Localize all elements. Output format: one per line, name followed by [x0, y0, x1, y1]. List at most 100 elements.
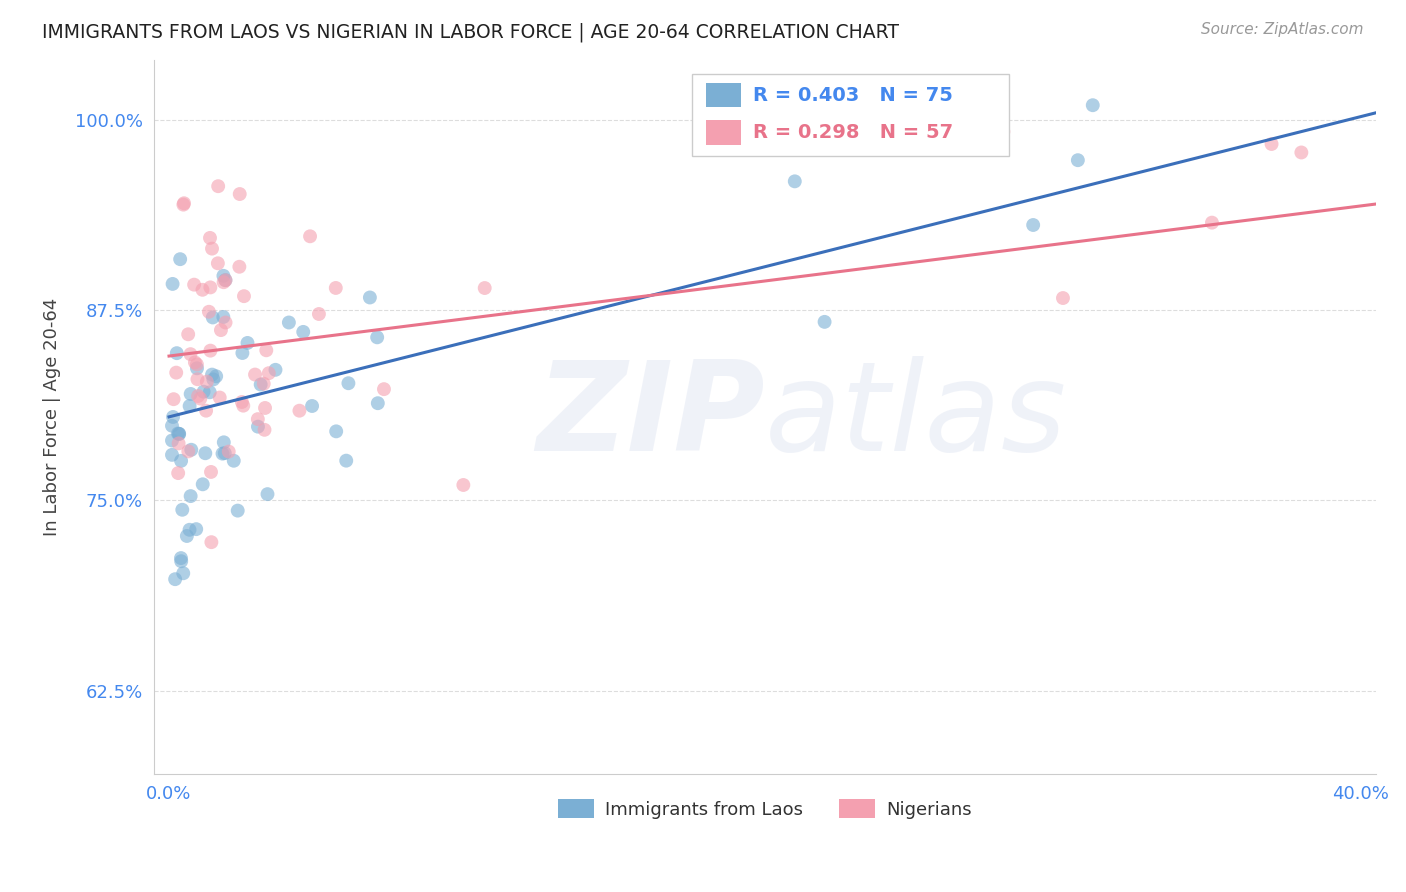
Point: [308, 307, 330, 321]
Point: [179, 523, 201, 537]
Point: [200, 535, 222, 549]
Point: [188, 392, 211, 406]
Point: [198, 231, 221, 245]
Point: [162, 277, 184, 291]
Point: [301, 399, 323, 413]
Point: [187, 389, 209, 403]
Point: [172, 197, 194, 211]
Point: [193, 384, 215, 399]
Point: [366, 330, 388, 344]
Point: [254, 343, 277, 358]
Point: [205, 369, 228, 384]
Point: [253, 376, 276, 391]
Point: [236, 335, 259, 350]
Point: [359, 290, 381, 304]
Point: [1067, 153, 1090, 168]
Point: [195, 403, 218, 417]
Point: [277, 316, 299, 330]
Point: [180, 387, 202, 401]
Point: [231, 395, 253, 409]
Point: [191, 283, 214, 297]
Point: [170, 454, 193, 468]
Point: [200, 280, 222, 294]
Point: [184, 355, 207, 369]
Point: [166, 346, 188, 360]
Point: [218, 444, 240, 458]
Text: ZIP: ZIP: [536, 357, 765, 477]
Point: [249, 377, 271, 392]
Point: [257, 366, 280, 380]
Point: [180, 442, 202, 457]
Point: [201, 242, 224, 256]
Point: [207, 179, 229, 194]
Point: [222, 454, 245, 468]
Point: [179, 347, 201, 361]
Point: [231, 346, 253, 360]
Point: [299, 229, 322, 244]
Point: [335, 453, 357, 467]
Point: [211, 447, 233, 461]
Point: [195, 375, 218, 389]
Point: [292, 325, 315, 339]
Y-axis label: In Labor Force | Age 20-64: In Labor Force | Age 20-64: [44, 298, 60, 536]
Point: [162, 392, 184, 407]
Point: [200, 465, 222, 479]
Point: [246, 412, 269, 426]
Point: [186, 372, 208, 386]
Point: [214, 316, 236, 330]
Point: [226, 503, 249, 517]
Point: [813, 315, 835, 329]
Text: R = 0.298   N = 57: R = 0.298 N = 57: [752, 123, 953, 142]
Point: [167, 426, 190, 441]
Point: [165, 572, 187, 586]
Point: [373, 382, 395, 396]
Point: [233, 289, 256, 303]
Point: [474, 281, 496, 295]
Point: [325, 425, 347, 439]
Text: Source: ZipAtlas.com: Source: ZipAtlas.com: [1201, 22, 1364, 37]
Point: [167, 436, 190, 450]
FancyBboxPatch shape: [706, 120, 741, 145]
Legend: Immigrants from Laos, Nigerians: Immigrants from Laos, Nigerians: [551, 792, 979, 826]
Point: [214, 273, 236, 287]
Point: [201, 368, 224, 382]
Point: [167, 426, 190, 441]
Point: [1260, 136, 1282, 151]
Point: [160, 418, 183, 433]
Point: [1201, 216, 1223, 230]
Point: [183, 277, 205, 292]
Point: [176, 529, 198, 543]
Point: [1081, 98, 1104, 112]
Point: [167, 466, 190, 480]
Point: [228, 187, 250, 202]
Point: [246, 419, 269, 434]
Point: [160, 434, 183, 448]
Point: [179, 399, 201, 413]
Point: [198, 305, 221, 319]
Point: [1022, 218, 1045, 232]
Point: [1291, 145, 1313, 160]
Point: [212, 275, 235, 289]
Point: [993, 125, 1015, 139]
Point: [212, 310, 235, 324]
Point: [194, 446, 217, 460]
Point: [186, 522, 208, 536]
Point: [177, 327, 200, 342]
Point: [243, 368, 266, 382]
Point: [228, 260, 250, 274]
Point: [783, 174, 806, 188]
Point: [214, 273, 236, 287]
Point: [191, 477, 214, 491]
Point: [186, 361, 208, 376]
Point: [172, 566, 194, 581]
Point: [198, 385, 221, 400]
Point: [160, 448, 183, 462]
Point: [208, 391, 231, 405]
Point: [253, 423, 276, 437]
Text: atlas: atlas: [765, 357, 1067, 477]
Point: [254, 401, 277, 415]
Text: IMMIGRANTS FROM LAOS VS NIGERIAN IN LABOR FORCE | AGE 20-64 CORRELATION CHART: IMMIGRANTS FROM LAOS VS NIGERIAN IN LABO…: [42, 22, 900, 42]
Point: [214, 446, 236, 460]
Point: [170, 551, 193, 566]
Point: [1052, 291, 1074, 305]
